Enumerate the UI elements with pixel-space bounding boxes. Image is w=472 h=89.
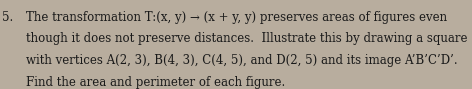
Text: though it does not preserve distances.  Illustrate this by drawing a square: though it does not preserve distances. I… [26, 32, 467, 45]
Text: 5.: 5. [2, 11, 14, 24]
Text: with vertices A(2, 3), B(4, 3), C(4, 5), and D(2, 5) and its image A’B’C’D’.: with vertices A(2, 3), B(4, 3), C(4, 5),… [26, 54, 457, 67]
Text: Find the area and perimeter of each figure.: Find the area and perimeter of each figu… [26, 76, 285, 89]
Text: The transformation T:(x, y) → (x + y, y) preserves areas of figures even: The transformation T:(x, y) → (x + y, y)… [26, 11, 447, 24]
